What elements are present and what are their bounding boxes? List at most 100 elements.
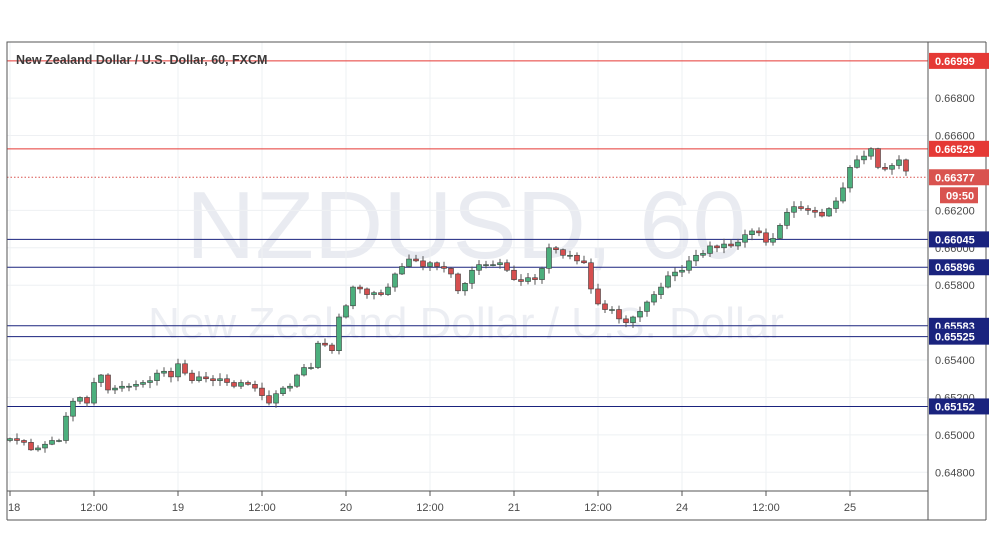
candle-body-up bbox=[700, 253, 706, 256]
candle bbox=[28, 438, 34, 451]
candle bbox=[602, 300, 608, 313]
candle bbox=[896, 155, 902, 170]
candle-body-down bbox=[812, 210, 818, 213]
candle-body-up bbox=[56, 440, 62, 442]
candle-body-down bbox=[14, 438, 20, 441]
candle bbox=[126, 383, 132, 392]
candle bbox=[112, 385, 118, 395]
y-axis[interactable]: 0.668000.666000.662000.660000.658000.654… bbox=[929, 52, 989, 479]
candle bbox=[574, 252, 580, 265]
y-tick-label: 0.66600 bbox=[935, 131, 975, 143]
candle bbox=[539, 266, 545, 284]
candle-body-up bbox=[308, 367, 314, 369]
candle-body-down bbox=[203, 376, 209, 380]
candle bbox=[700, 250, 706, 258]
candle bbox=[280, 386, 286, 396]
candle-body-up bbox=[350, 286, 356, 307]
candle bbox=[21, 439, 27, 446]
candle-body-up bbox=[476, 264, 482, 271]
candle-body-up bbox=[126, 385, 132, 388]
candle-body-up bbox=[868, 148, 874, 157]
candle bbox=[483, 260, 489, 269]
candle-body-down bbox=[266, 395, 272, 404]
candle-body-up bbox=[294, 374, 300, 387]
candle bbox=[378, 289, 384, 297]
watermark: NZDUSD, 60 New Zealand Dollar / U.S. Dol… bbox=[148, 172, 784, 348]
candle-body-up bbox=[42, 443, 48, 449]
candle-body-up bbox=[147, 380, 153, 383]
candle bbox=[770, 233, 776, 246]
candle bbox=[371, 290, 377, 300]
x-tick-label: 12:00 bbox=[584, 502, 612, 514]
candle bbox=[329, 342, 335, 354]
candle-body-up bbox=[140, 382, 146, 385]
candle bbox=[728, 239, 734, 248]
candle bbox=[861, 150, 867, 165]
candle bbox=[665, 271, 671, 289]
candle bbox=[616, 305, 622, 324]
candle bbox=[105, 373, 111, 394]
candle bbox=[154, 369, 160, 386]
candle bbox=[560, 248, 566, 259]
candle-body-up bbox=[301, 367, 307, 376]
candle bbox=[798, 201, 804, 211]
candle bbox=[98, 374, 104, 387]
candle bbox=[420, 256, 426, 271]
candle bbox=[70, 398, 76, 422]
candle bbox=[595, 283, 601, 306]
candle-body-up bbox=[238, 382, 244, 387]
candle bbox=[882, 162, 888, 172]
candle-body-up bbox=[826, 208, 832, 217]
candle-body-up bbox=[427, 262, 433, 267]
candle-body-up bbox=[630, 316, 636, 323]
candle bbox=[812, 206, 818, 218]
candle bbox=[868, 147, 874, 160]
candle-body-up bbox=[154, 372, 160, 381]
chart-title: New Zealand Dollar / U.S. Dollar, 60, FX… bbox=[16, 53, 267, 67]
candle bbox=[826, 207, 832, 217]
candle bbox=[238, 379, 244, 390]
candle bbox=[847, 165, 853, 193]
current-price-tag bbox=[929, 169, 989, 186]
candle bbox=[455, 272, 461, 295]
candle bbox=[630, 315, 636, 328]
candle bbox=[133, 380, 139, 391]
candle bbox=[567, 250, 573, 260]
level-price-tag bbox=[929, 140, 989, 157]
candle-body-up bbox=[651, 294, 657, 303]
candle-body-down bbox=[504, 262, 510, 271]
candle bbox=[196, 371, 202, 383]
candle bbox=[252, 380, 258, 392]
level-price-label: 0.65525 bbox=[935, 332, 975, 344]
candle bbox=[343, 304, 349, 319]
countdown-label: 09:50 bbox=[946, 190, 974, 202]
x-tick-label: 20 bbox=[340, 502, 352, 514]
candle-body-up bbox=[749, 230, 755, 235]
candles[interactable] bbox=[7, 147, 909, 453]
candle-body-up bbox=[847, 167, 853, 189]
candle-body-down bbox=[28, 442, 34, 451]
candle bbox=[399, 263, 405, 275]
level-price-tag bbox=[929, 259, 989, 276]
candle-body-down bbox=[455, 273, 461, 292]
x-tick-label: 12:00 bbox=[416, 502, 444, 514]
candle-body-up bbox=[770, 238, 776, 243]
candle bbox=[91, 377, 97, 406]
countdown-tag bbox=[940, 187, 978, 204]
candle-body-up bbox=[896, 159, 902, 166]
candle-body-up bbox=[119, 385, 125, 389]
candle bbox=[889, 163, 895, 175]
candle bbox=[497, 258, 503, 269]
candle-body-up bbox=[133, 384, 139, 387]
candle bbox=[854, 155, 860, 169]
candle-body-down bbox=[588, 262, 594, 290]
candle-body-down bbox=[329, 344, 335, 351]
candle-body-up bbox=[469, 269, 475, 284]
candle-body-up bbox=[644, 301, 650, 312]
candle bbox=[546, 243, 552, 274]
candle bbox=[322, 338, 328, 347]
candle-body-up bbox=[280, 387, 286, 395]
candle-body-up bbox=[833, 200, 839, 209]
candle-body-up bbox=[63, 415, 69, 441]
x-axis[interactable]: 18 12:00 19 12:00 20 12:00 21 12:00 24 12:00 25 bbox=[8, 491, 856, 514]
